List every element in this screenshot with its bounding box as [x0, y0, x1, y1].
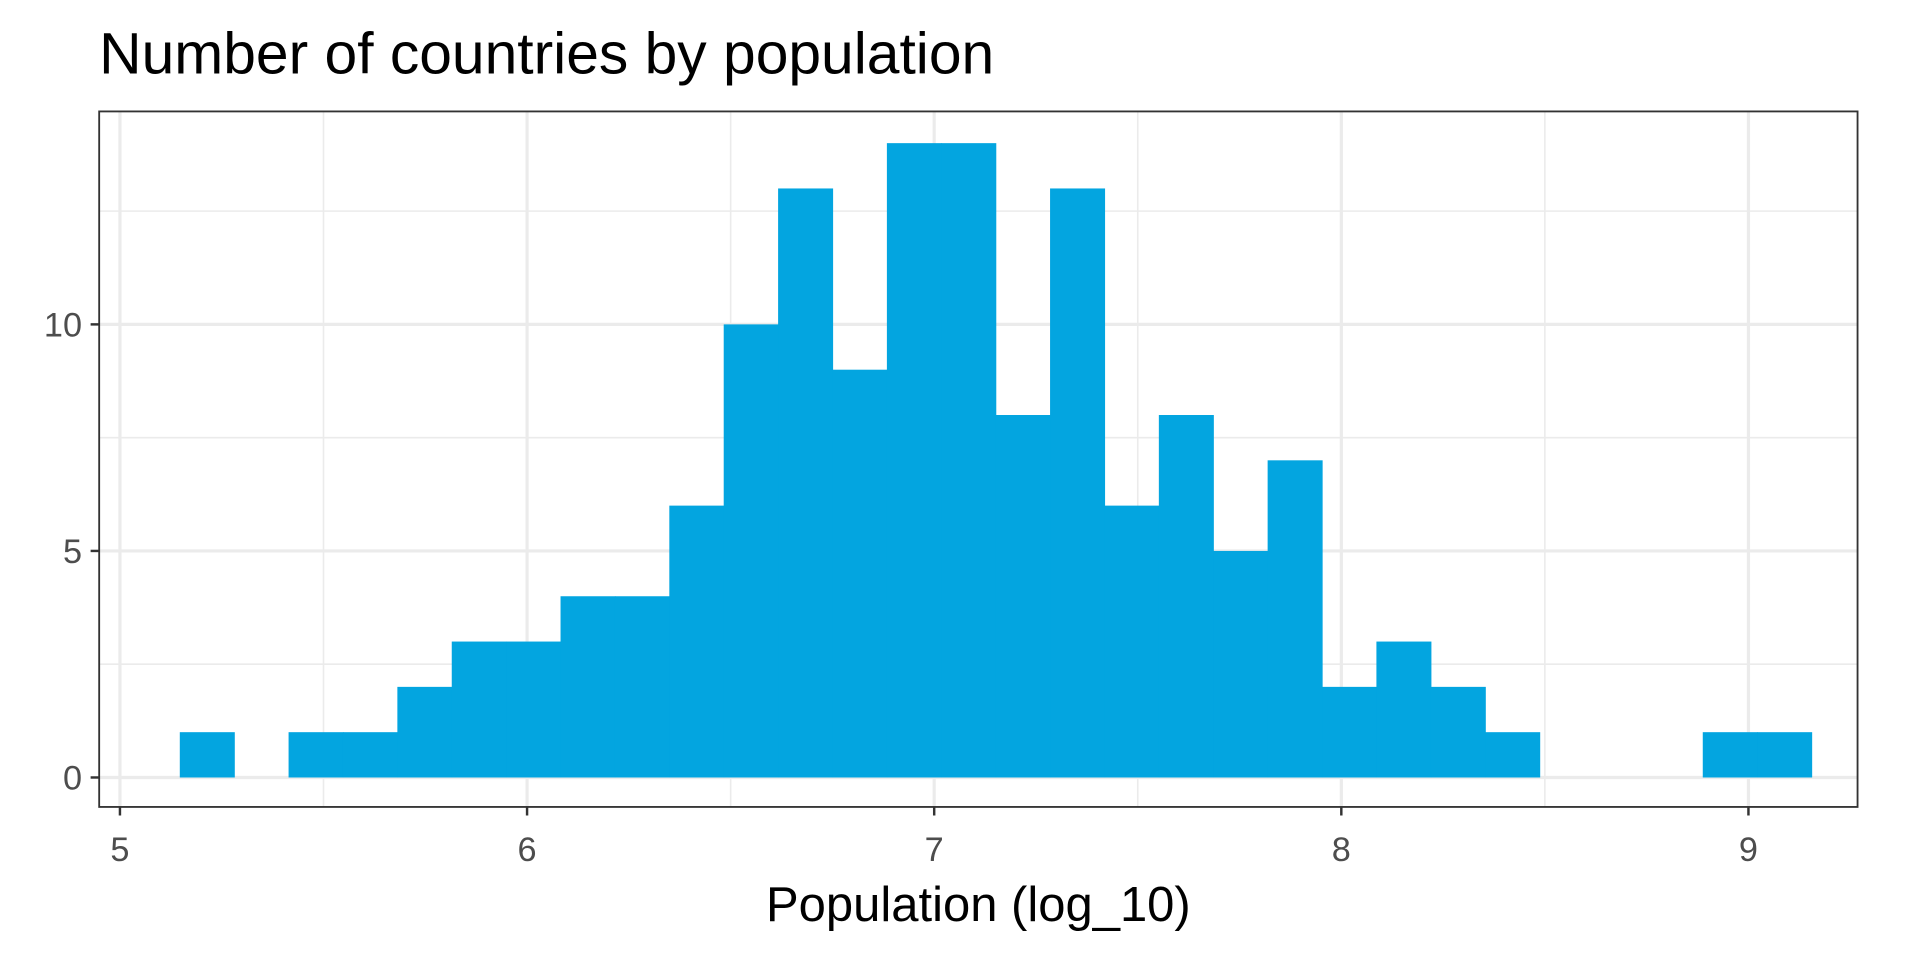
x-tick-label: 5 — [110, 831, 129, 869]
y-axis: 0 5 10 — [44, 307, 100, 798]
histogram-bar — [1213, 550, 1269, 778]
histogram-bar — [288, 732, 344, 778]
histogram-bar — [1376, 641, 1432, 778]
x-tick-label: 9 — [1739, 831, 1758, 869]
plot-panel-border — [98, 110, 1859, 808]
histogram-bar — [1322, 686, 1378, 778]
histogram-bar — [614, 596, 670, 778]
x-tick-label: 7 — [925, 831, 944, 869]
histogram-bar — [995, 415, 1051, 778]
histogram-bar — [669, 505, 725, 778]
x-axis-label: Population (log_10) — [766, 878, 1191, 932]
chart-title: Number of countries by population — [99, 21, 994, 86]
bars — [179, 143, 1813, 778]
y-tick-label: 0 — [63, 760, 82, 798]
x-tick-label: 6 — [518, 831, 537, 869]
histogram-bar — [1757, 732, 1813, 778]
histogram-bar — [1485, 732, 1541, 778]
histogram-bar — [397, 686, 453, 778]
histogram-bar — [723, 324, 779, 778]
histogram-bar — [886, 143, 942, 778]
histogram-bar — [1104, 505, 1160, 778]
y-tick-label: 10 — [44, 307, 82, 345]
histogram-bar — [179, 732, 235, 778]
x-axis: 5 6 7 8 9 — [110, 806, 1758, 869]
histogram-bar — [1430, 686, 1486, 778]
histogram-bar — [506, 641, 562, 778]
histogram-bar — [778, 188, 834, 778]
x-tick-label: 8 — [1332, 831, 1351, 869]
histogram-bar — [451, 641, 507, 778]
histogram-bar — [342, 732, 398, 778]
histogram-bar — [560, 596, 616, 778]
histogram-bar — [832, 369, 888, 778]
histogram-bar — [1158, 415, 1214, 778]
histogram-bar — [1702, 732, 1758, 778]
histogram-bar — [941, 143, 997, 778]
histogram-bar — [1267, 460, 1323, 778]
histogram-bar — [1050, 188, 1106, 778]
y-tick-label: 5 — [63, 533, 82, 571]
